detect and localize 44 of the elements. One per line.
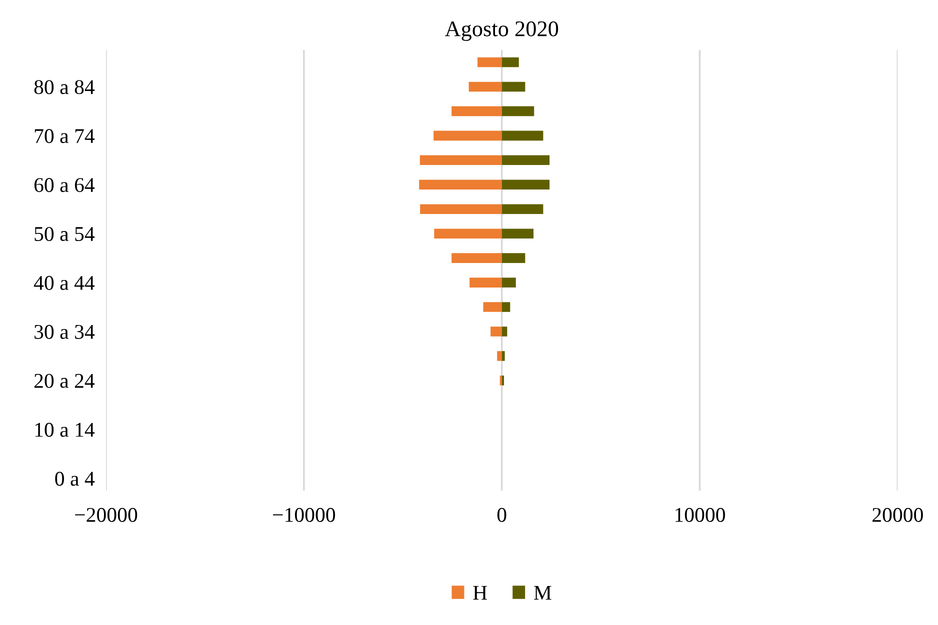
bar	[419, 180, 502, 190]
bar	[502, 278, 516, 288]
y-tick-label: 20 a 24	[34, 374, 95, 388]
bar	[502, 155, 550, 166]
bar	[477, 57, 502, 68]
bar	[502, 130, 544, 141]
bar	[502, 326, 508, 336]
y-tick-label: 70 a 74	[34, 129, 95, 144]
bar	[483, 302, 502, 312]
bar	[502, 302, 510, 312]
bar	[502, 180, 550, 190]
bar	[502, 228, 534, 238]
bar	[502, 57, 519, 68]
bar	[420, 155, 502, 166]
bar	[502, 204, 544, 214]
y-tick-label: 10 a 14	[35, 422, 95, 437]
bar	[452, 253, 502, 263]
bar	[470, 278, 502, 288]
y-tick-label: 60 a 64	[34, 178, 95, 192]
y-tick-label: 50 a 54	[34, 226, 95, 242]
bar	[502, 82, 526, 92]
legend-label: H	[473, 586, 487, 600]
y-tick-label: 30 a 34	[34, 324, 95, 339]
x-tick-label: −10000	[273, 508, 336, 522]
bar	[502, 376, 504, 386]
legend-label: M	[534, 586, 552, 600]
bar	[490, 326, 502, 336]
x-tick-label: 20000	[872, 508, 923, 522]
bar	[434, 130, 502, 141]
bar	[497, 351, 502, 361]
x-tick-label: 0	[497, 508, 506, 522]
bar	[502, 253, 526, 263]
bar	[502, 106, 534, 116]
bar	[468, 82, 502, 92]
bar	[420, 204, 502, 214]
chart-title: Agosto 2020	[444, 21, 558, 41]
y-tick-label: 80 a 84	[34, 80, 95, 94]
bar	[434, 228, 502, 238]
y-tick-label: 40 a 44	[34, 276, 95, 290]
bar	[502, 351, 505, 361]
y-tick-label: 0 a 4	[55, 472, 95, 486]
bar	[452, 106, 502, 116]
x-tick-label: −20000	[75, 508, 138, 522]
x-tick-label: 10000	[676, 508, 725, 522]
